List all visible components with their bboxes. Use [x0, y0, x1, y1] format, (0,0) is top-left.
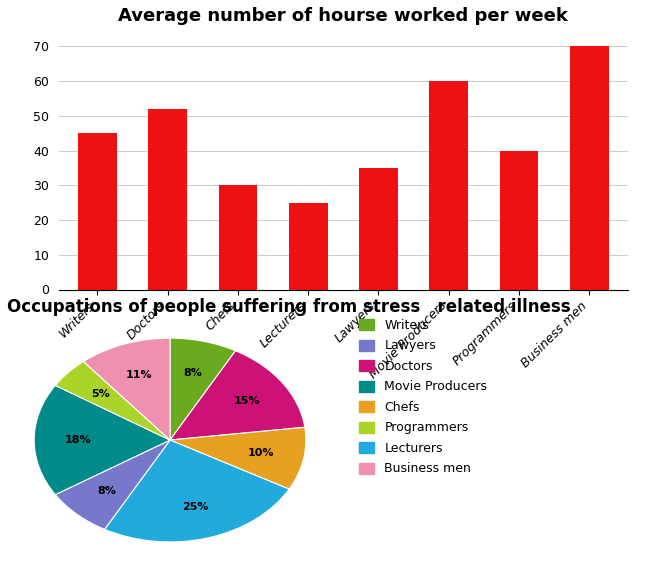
Wedge shape [170, 351, 305, 440]
Text: 18%: 18% [64, 435, 91, 445]
Title: Average number of hourse worked per week: Average number of hourse worked per week [118, 6, 568, 25]
Bar [570, 46, 608, 290]
Bar [359, 168, 398, 290]
Wedge shape [105, 440, 289, 542]
Text: 10%: 10% [248, 448, 274, 458]
Bar [500, 151, 538, 290]
Text: 11%: 11% [126, 370, 152, 380]
Text: 8%: 8% [97, 486, 116, 496]
Text: 25%: 25% [182, 501, 209, 512]
Text: 5%: 5% [92, 389, 110, 399]
Bar [78, 133, 117, 290]
Text: 15%: 15% [233, 396, 260, 406]
Wedge shape [170, 427, 306, 489]
Wedge shape [56, 361, 170, 440]
Legend: Writers, Lawyers, Doctors, Movie Producers, Chefs, Programmers, Lecturers, Busin: Writers, Lawyers, Doctors, Movie Produce… [360, 319, 487, 475]
Bar [430, 81, 468, 290]
Text: 8%: 8% [184, 368, 203, 378]
Bar [289, 203, 328, 290]
Wedge shape [34, 386, 170, 494]
Wedge shape [170, 338, 235, 440]
Wedge shape [84, 338, 170, 440]
Bar [218, 185, 257, 290]
Wedge shape [56, 440, 170, 529]
Bar [148, 109, 187, 290]
Text: Occupations of people suffering from stress   related illness: Occupations of people suffering from str… [7, 298, 570, 316]
